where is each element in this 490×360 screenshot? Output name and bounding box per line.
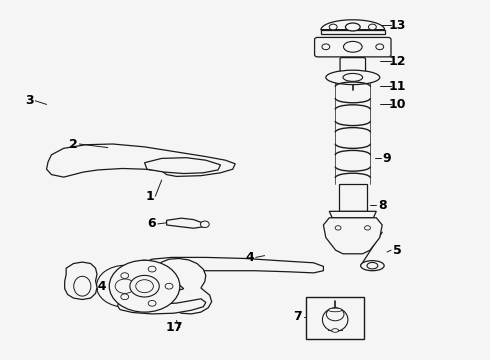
Text: 10: 10 bbox=[388, 98, 406, 111]
FancyBboxPatch shape bbox=[315, 37, 391, 57]
Text: 3: 3 bbox=[25, 94, 34, 107]
Polygon shape bbox=[167, 218, 203, 228]
Circle shape bbox=[326, 308, 344, 321]
Polygon shape bbox=[154, 258, 212, 314]
Circle shape bbox=[121, 273, 129, 279]
Circle shape bbox=[121, 294, 129, 300]
Text: 5: 5 bbox=[392, 244, 401, 257]
Ellipse shape bbox=[74, 276, 91, 296]
Polygon shape bbox=[118, 299, 206, 314]
Ellipse shape bbox=[200, 221, 209, 228]
Text: 12: 12 bbox=[388, 55, 406, 68]
Circle shape bbox=[148, 266, 156, 272]
Text: 11: 11 bbox=[388, 80, 406, 93]
Polygon shape bbox=[65, 262, 97, 300]
Ellipse shape bbox=[322, 44, 330, 50]
Ellipse shape bbox=[368, 24, 376, 30]
Circle shape bbox=[148, 301, 156, 306]
Bar bbox=[306, 297, 364, 339]
Ellipse shape bbox=[365, 226, 370, 230]
Ellipse shape bbox=[335, 226, 341, 230]
Polygon shape bbox=[323, 218, 382, 254]
Text: 9: 9 bbox=[383, 152, 392, 165]
Text: 7: 7 bbox=[294, 310, 302, 323]
Text: 16: 16 bbox=[148, 274, 166, 287]
Ellipse shape bbox=[343, 41, 362, 52]
Circle shape bbox=[97, 265, 153, 307]
Circle shape bbox=[109, 260, 180, 312]
Text: 15: 15 bbox=[116, 280, 134, 293]
Circle shape bbox=[165, 283, 173, 289]
Ellipse shape bbox=[376, 44, 384, 50]
Ellipse shape bbox=[322, 308, 348, 331]
Text: 1: 1 bbox=[145, 190, 154, 203]
Ellipse shape bbox=[328, 308, 342, 312]
Text: 14: 14 bbox=[89, 280, 107, 293]
Polygon shape bbox=[321, 20, 385, 30]
Polygon shape bbox=[321, 30, 385, 34]
Circle shape bbox=[130, 275, 159, 297]
Polygon shape bbox=[339, 184, 367, 211]
Ellipse shape bbox=[142, 264, 147, 268]
Ellipse shape bbox=[329, 24, 337, 30]
Polygon shape bbox=[140, 257, 323, 273]
FancyBboxPatch shape bbox=[340, 58, 366, 72]
Ellipse shape bbox=[361, 261, 384, 271]
Text: 13: 13 bbox=[388, 19, 406, 32]
Circle shape bbox=[136, 280, 153, 293]
Text: 4: 4 bbox=[245, 251, 254, 264]
Polygon shape bbox=[47, 144, 235, 177]
Ellipse shape bbox=[343, 73, 363, 81]
Ellipse shape bbox=[345, 23, 360, 31]
Ellipse shape bbox=[367, 262, 378, 269]
Ellipse shape bbox=[137, 260, 152, 271]
Ellipse shape bbox=[172, 267, 181, 274]
Polygon shape bbox=[329, 211, 376, 218]
Text: 17: 17 bbox=[165, 321, 183, 334]
Polygon shape bbox=[145, 158, 220, 174]
Ellipse shape bbox=[332, 329, 339, 332]
Text: 8: 8 bbox=[378, 199, 387, 212]
Text: 6: 6 bbox=[147, 217, 156, 230]
Ellipse shape bbox=[326, 70, 380, 85]
Text: 2: 2 bbox=[69, 138, 78, 150]
Circle shape bbox=[115, 279, 135, 293]
